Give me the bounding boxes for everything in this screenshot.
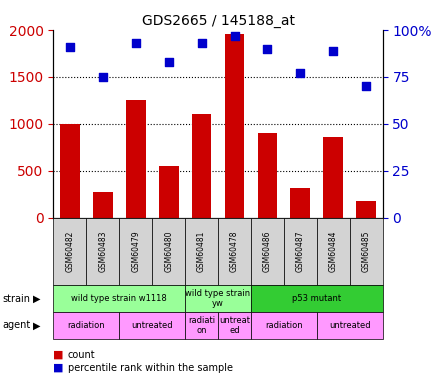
Bar [93, 192, 113, 217]
Text: untreat
ed: untreat ed [219, 316, 250, 335]
Point [264, 46, 271, 52]
Bar [60, 124, 80, 218]
Point [231, 33, 238, 39]
Point [330, 48, 337, 54]
Text: radiation: radiation [68, 321, 105, 330]
Bar [356, 201, 376, 217]
Bar [159, 166, 178, 218]
Text: ▶: ▶ [33, 294, 40, 303]
Text: ■: ■ [53, 363, 64, 373]
Point [363, 83, 370, 89]
Bar [192, 114, 211, 218]
Text: wild type strain
yw: wild type strain yw [186, 289, 251, 308]
Text: GSM60479: GSM60479 [131, 230, 140, 272]
Point [198, 40, 205, 46]
Point [165, 59, 172, 65]
Bar [258, 133, 277, 218]
Bar [126, 100, 146, 218]
Bar [324, 137, 343, 218]
Text: GSM60483: GSM60483 [98, 231, 107, 272]
Title: GDS2665 / 145188_at: GDS2665 / 145188_at [142, 13, 295, 28]
Text: GSM60487: GSM60487 [296, 231, 305, 272]
Text: radiation: radiation [265, 321, 303, 330]
Text: wild type strain w1118: wild type strain w1118 [71, 294, 167, 303]
Text: ■: ■ [53, 350, 64, 360]
Text: untreated: untreated [329, 321, 371, 330]
Bar [225, 34, 244, 218]
Text: strain: strain [2, 294, 30, 303]
Point [66, 44, 73, 50]
Text: untreated: untreated [131, 321, 173, 330]
Point [297, 70, 304, 76]
Point [132, 40, 139, 46]
Text: agent: agent [2, 321, 30, 330]
Point [99, 74, 106, 80]
Text: GSM60480: GSM60480 [164, 231, 173, 272]
Text: radiati
on: radiati on [188, 316, 215, 335]
Text: GSM60485: GSM60485 [362, 231, 371, 272]
Bar [291, 188, 310, 218]
Text: ▶: ▶ [33, 321, 40, 330]
Text: GSM60484: GSM60484 [329, 231, 338, 272]
Text: GSM60478: GSM60478 [230, 231, 239, 272]
Text: GSM60486: GSM60486 [263, 231, 272, 272]
Text: GSM60481: GSM60481 [197, 231, 206, 272]
Text: count: count [68, 350, 95, 360]
Text: percentile rank within the sample: percentile rank within the sample [68, 363, 233, 373]
Text: p53 mutant: p53 mutant [292, 294, 341, 303]
Text: GSM60482: GSM60482 [65, 231, 74, 272]
